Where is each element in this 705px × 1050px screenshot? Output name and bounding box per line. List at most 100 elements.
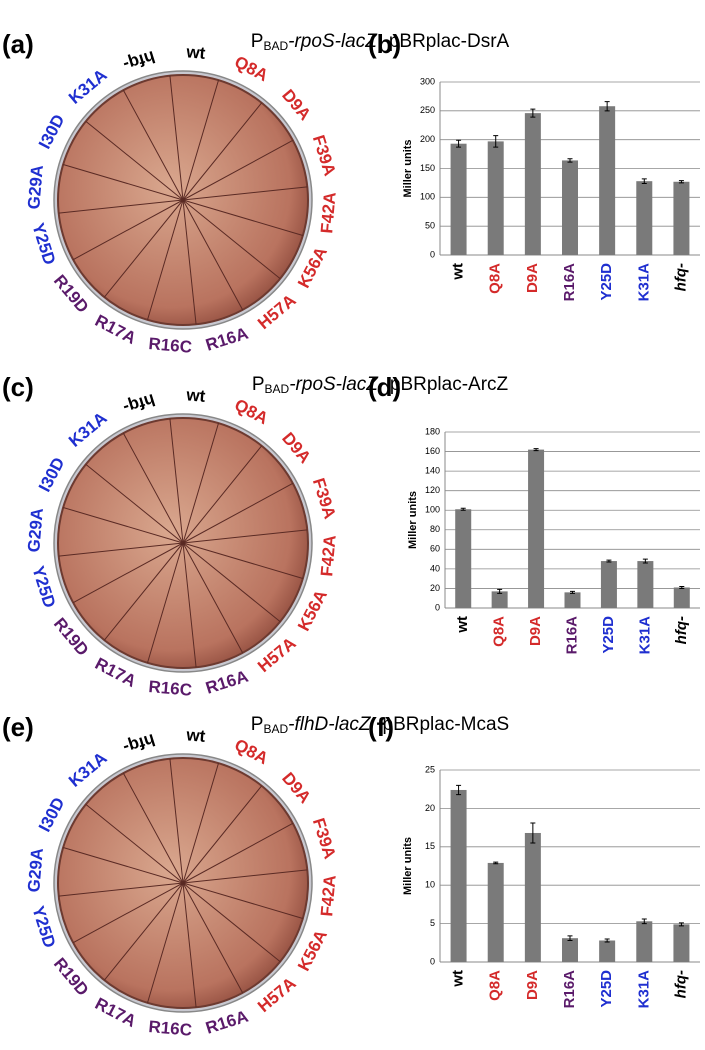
error-bar xyxy=(570,590,575,594)
x-tick-label: wt xyxy=(450,970,467,988)
title-promoter: P xyxy=(252,374,265,395)
title-promoter: P xyxy=(251,714,264,735)
strain-label: R16A xyxy=(203,667,250,698)
y-tick-label: 100 xyxy=(420,192,435,202)
strain-label: I30D xyxy=(35,111,68,152)
bar xyxy=(450,143,467,255)
bar xyxy=(599,940,616,962)
x-tick-label: R16A xyxy=(561,970,578,1009)
bar xyxy=(455,509,472,608)
y-tick-label: 180 xyxy=(425,426,440,436)
sector-line xyxy=(63,847,184,884)
bar xyxy=(599,106,616,255)
sector-line xyxy=(182,882,281,963)
strain-label: F42A xyxy=(317,534,340,577)
sector-line xyxy=(182,882,303,919)
sector-line xyxy=(182,822,294,884)
sector-line xyxy=(122,772,184,884)
error-bar xyxy=(530,108,536,118)
sector-line xyxy=(182,199,197,325)
y-tick-label: 0 xyxy=(430,956,435,966)
sector-line xyxy=(182,199,281,280)
x-tick-label: R16A xyxy=(563,616,580,655)
strain-label: F39A xyxy=(309,816,340,861)
error-bar xyxy=(533,448,539,452)
error-bar xyxy=(493,861,499,865)
sector-line xyxy=(182,542,197,668)
sector-line xyxy=(182,186,308,201)
sector-line xyxy=(182,882,197,1008)
sector-line xyxy=(182,882,244,994)
error-bar xyxy=(493,135,499,148)
sector-line xyxy=(182,763,219,884)
bar xyxy=(491,591,508,608)
y-tick-label: 200 xyxy=(420,134,435,144)
strain-label: R16C xyxy=(148,1017,193,1040)
x-tick-label: Y25D xyxy=(598,970,615,1008)
title-subscript: BAD xyxy=(265,382,290,396)
y-tick-label: 140 xyxy=(425,465,440,475)
bar xyxy=(637,561,654,608)
x-tick-label: wt xyxy=(450,263,467,281)
y-tick-label: 5 xyxy=(430,918,435,928)
y-tick-label: 60 xyxy=(430,544,440,554)
error-bar xyxy=(497,588,503,594)
strain-label: I30D xyxy=(35,454,68,495)
y-tick-label: 160 xyxy=(425,446,440,456)
strain-label: hfq- xyxy=(121,390,157,418)
x-tick-label: D9A xyxy=(524,970,541,1000)
sector-line xyxy=(182,542,303,579)
sector-line xyxy=(182,80,219,201)
sector-line xyxy=(72,199,184,261)
sector-line xyxy=(85,120,184,201)
strain-label: F39A xyxy=(309,133,340,178)
sector-line xyxy=(182,542,244,654)
sector-line xyxy=(147,199,184,320)
error-bar xyxy=(606,559,612,563)
error-bar xyxy=(604,101,610,112)
strain-label: wt xyxy=(185,725,207,746)
sector-line xyxy=(58,542,184,557)
panel-title: PBAD-rpoS-lacZ pBRplac-ArcZ xyxy=(252,374,509,396)
bar xyxy=(524,832,541,962)
sector-line xyxy=(103,542,184,641)
bar xyxy=(636,921,653,962)
x-tick-label: Q8A xyxy=(491,616,508,647)
title-subscript: BAD xyxy=(263,39,288,53)
sector-line xyxy=(169,418,184,544)
bar xyxy=(524,113,541,255)
bar xyxy=(528,449,545,608)
x-tick-label: Q8A xyxy=(487,263,504,294)
sector-line xyxy=(122,432,184,544)
strain-label: Y25D xyxy=(28,904,59,950)
strain-label: hfq- xyxy=(121,730,157,758)
strain-label: G29A xyxy=(24,847,47,893)
strain-label: wt xyxy=(185,385,207,406)
bar xyxy=(562,160,578,255)
strain-label: R16C xyxy=(148,334,193,357)
y-tick-label: 15 xyxy=(425,841,435,851)
panel-label: (d) xyxy=(368,372,401,402)
panel-label: (f) xyxy=(368,712,394,742)
sector-line xyxy=(58,199,184,214)
strain-label: Q8A xyxy=(231,735,271,768)
strain-label: wt xyxy=(185,42,207,63)
x-tick-label: Y25D xyxy=(600,616,617,654)
y-tick-label: 20 xyxy=(430,583,440,593)
y-tick-label: 300 xyxy=(420,76,435,86)
error-bar xyxy=(567,158,573,163)
sector-line xyxy=(63,507,184,544)
panel-title: PBAD-flhD-lacZ pBRplac-McaS xyxy=(251,714,509,736)
panel-label: (b) xyxy=(368,29,401,59)
x-tick-label: K31A xyxy=(636,616,653,655)
sector-line xyxy=(147,882,184,1003)
sector-line xyxy=(58,882,184,897)
bar xyxy=(450,789,467,962)
strain-label: hfq- xyxy=(121,47,157,75)
sector-line xyxy=(147,542,184,663)
x-tick-label: R16A xyxy=(561,263,578,302)
error-bar xyxy=(460,507,466,511)
sector-line xyxy=(63,164,184,201)
